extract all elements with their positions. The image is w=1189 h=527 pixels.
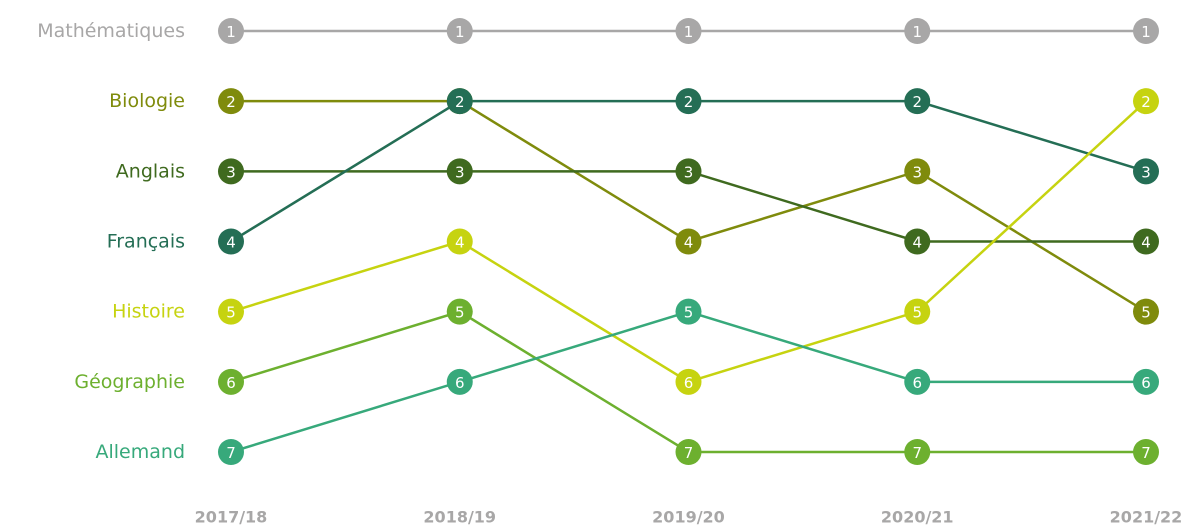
rank-dot	[675, 368, 702, 395]
rank-dot	[675, 228, 702, 255]
rank-label: 6	[455, 374, 465, 392]
x-tick-label: 2019/20	[652, 508, 725, 527]
series-label: Biologie	[109, 90, 185, 112]
rank-label: 6	[226, 374, 236, 392]
series-label: Histoire	[112, 301, 185, 323]
rank-dot	[446, 88, 473, 115]
rank-dot	[1133, 439, 1159, 465]
rank-dot	[1133, 368, 1159, 395]
rank-label: 2	[226, 93, 236, 111]
rank-dot	[446, 228, 473, 255]
rank-dot	[218, 368, 244, 395]
rank-label: 1	[912, 23, 922, 41]
rank-dot	[675, 18, 702, 44]
rank-dot	[904, 228, 931, 255]
rank-label: 5	[684, 304, 694, 322]
rank-dot	[446, 158, 473, 185]
rank-dot	[218, 439, 244, 465]
rank-dot	[446, 368, 473, 395]
rank-dot	[675, 439, 702, 465]
rank-dot	[218, 88, 244, 115]
rank-dot	[1133, 298, 1159, 325]
series-label: Mathématiques	[37, 20, 185, 42]
rank-label: 1	[226, 23, 236, 41]
rank-label: 3	[455, 163, 465, 181]
rank-label: 5	[226, 304, 236, 322]
rank-dot	[904, 18, 931, 44]
rank-label: 5	[1141, 304, 1151, 322]
rank-dot	[904, 88, 931, 115]
rank-dot	[446, 298, 473, 325]
series-label: Français	[107, 231, 185, 253]
rank-dot	[904, 158, 931, 185]
rank-label: 2	[455, 93, 465, 111]
rank-label: 7	[226, 444, 236, 462]
rank-dot	[1133, 18, 1159, 44]
rank-label: 1	[1141, 23, 1151, 41]
series-label: Allemand	[96, 441, 186, 463]
x-tick-label: 2020/21	[881, 508, 954, 527]
rank-dot	[675, 158, 702, 185]
rank-label: 2	[912, 93, 922, 111]
rank-dot	[904, 439, 931, 465]
rank-label: 6	[1141, 374, 1151, 392]
series-label: Anglais	[116, 160, 185, 182]
rank-dot	[1133, 158, 1159, 185]
rank-dot	[1133, 88, 1159, 115]
rank-label: 3	[684, 163, 694, 181]
rank-label: 4	[455, 234, 465, 252]
series-label: Géographie	[74, 371, 185, 393]
rank-dot	[675, 88, 702, 115]
rank-dot	[218, 298, 244, 325]
rank-label: 3	[226, 163, 236, 181]
rank-label: 6	[912, 374, 922, 392]
rank-dot	[675, 298, 702, 325]
rank-dot	[218, 18, 244, 44]
rank-label: 7	[912, 444, 922, 462]
rank-label: 4	[684, 234, 694, 252]
rank-label: 7	[1141, 444, 1151, 462]
rank-label: 1	[455, 23, 465, 41]
x-tick-label: 2018/19	[423, 508, 496, 527]
rank-label: 2	[1141, 93, 1151, 111]
rank-label: 4	[226, 234, 236, 252]
rank-label: 6	[684, 374, 694, 392]
rank-dot	[446, 18, 473, 44]
rank-label: 5	[455, 304, 465, 322]
rank-dot	[218, 228, 244, 255]
series-line	[231, 99, 1147, 313]
x-tick-label: 2017/18	[195, 508, 268, 527]
rank-label: 2	[684, 93, 694, 111]
rank-label: 7	[684, 444, 694, 462]
rank-label: 5	[912, 304, 922, 322]
rank-dot	[218, 158, 244, 185]
rank-dot	[1133, 228, 1159, 255]
x-tick-label: 2021/22	[1110, 508, 1183, 527]
rank-label: 4	[912, 234, 922, 252]
rank-label: 3	[912, 163, 922, 181]
rank-dot	[904, 298, 931, 325]
rank-dot	[904, 368, 931, 395]
rank-label: 3	[1141, 163, 1151, 181]
rank-label: 1	[684, 23, 694, 41]
rank-label: 4	[1141, 234, 1151, 252]
